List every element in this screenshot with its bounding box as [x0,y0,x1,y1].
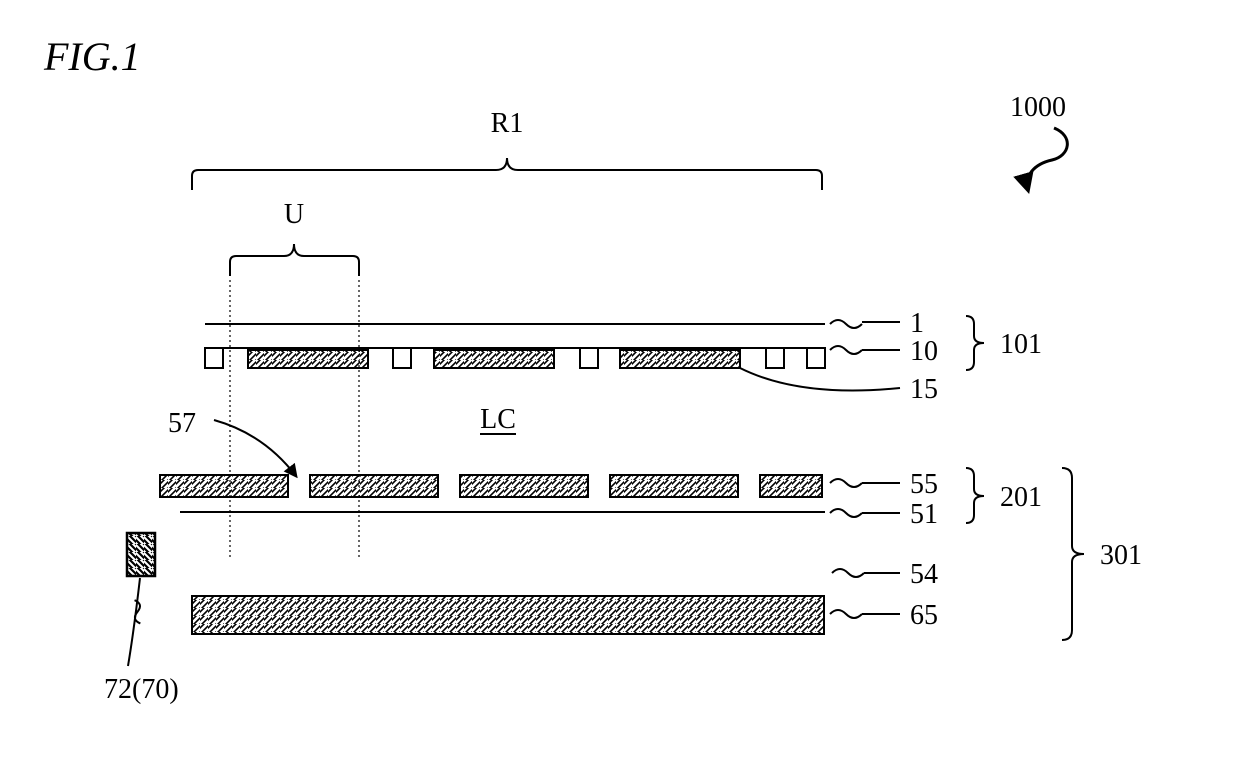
label-10: 10 [910,336,938,367]
leader-72: 72(70) [104,578,179,705]
brace-u: U [230,199,359,276]
layer-55-segments [160,475,822,497]
leader-10: 10 [830,336,938,367]
u-label: U [284,199,304,230]
label-57: 57 [168,408,196,439]
label-72: 72(70) [104,674,179,705]
label-51: 51 [910,499,938,530]
label-201: 201 [1000,482,1042,513]
assembly-callout: 1000 [1010,92,1067,190]
figure-title: FIG.1 [43,34,141,79]
layer-65-bar [192,596,824,634]
layer-15-tabs [248,350,740,368]
brace-201: 201 [966,468,1042,523]
brace-301: 301 [1062,468,1142,640]
leader-51: 51 [830,499,938,530]
leader-55: 55 [830,469,938,500]
assembly-label: 1000 [1010,92,1066,123]
lc-label-group: LC [480,404,516,435]
leader-54: 54 [832,559,938,590]
label-1: 1 [910,308,924,339]
brace-r1: R1 [192,108,822,190]
label-55: 55 [910,469,938,500]
callout-57: 57 [168,408,296,476]
leader-1: 1 [830,308,924,339]
leader-15: 15 [740,368,938,405]
r1-label: R1 [491,108,524,139]
label-65: 65 [910,600,938,631]
leader-65: 65 [830,600,938,631]
lc-label: LC [480,404,516,435]
label-101: 101 [1000,329,1042,360]
brace-101: 101 [966,316,1042,370]
label-54: 54 [910,559,938,590]
label-15: 15 [910,374,938,405]
block-72 [127,533,155,576]
label-301: 301 [1100,540,1142,571]
